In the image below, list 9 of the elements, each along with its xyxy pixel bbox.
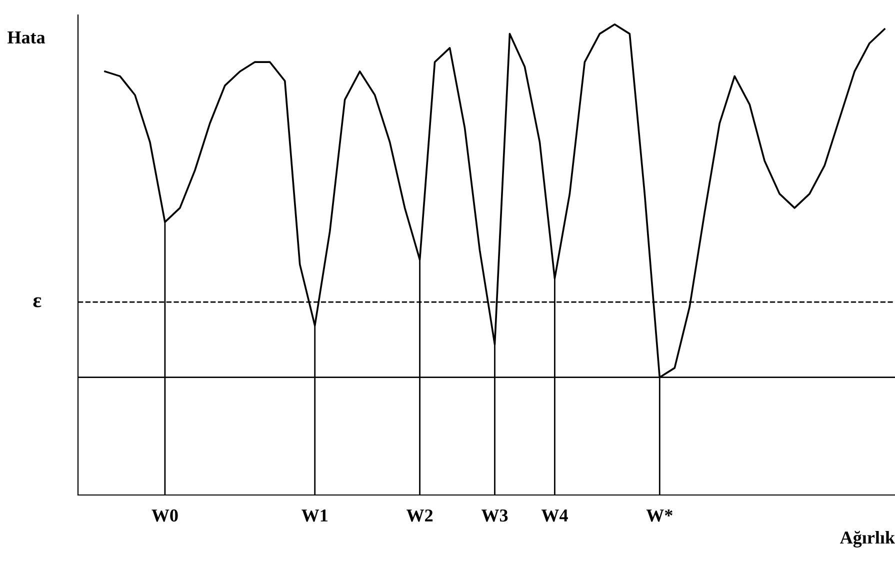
x-tick-label: W4 [541, 510, 568, 522]
x-tick-label: W0 [152, 509, 178, 522]
y-axis-title: Hata [8, 32, 46, 44]
x-axis-title: Ağırlık [840, 530, 895, 548]
x-tick-label: W1 [302, 510, 328, 522]
x-tick-label: W3 [481, 509, 508, 522]
ref-line-label: ε [33, 297, 42, 308]
x-tick-label: W2 [406, 509, 433, 522]
x-tick-label: W* [646, 510, 672, 522]
